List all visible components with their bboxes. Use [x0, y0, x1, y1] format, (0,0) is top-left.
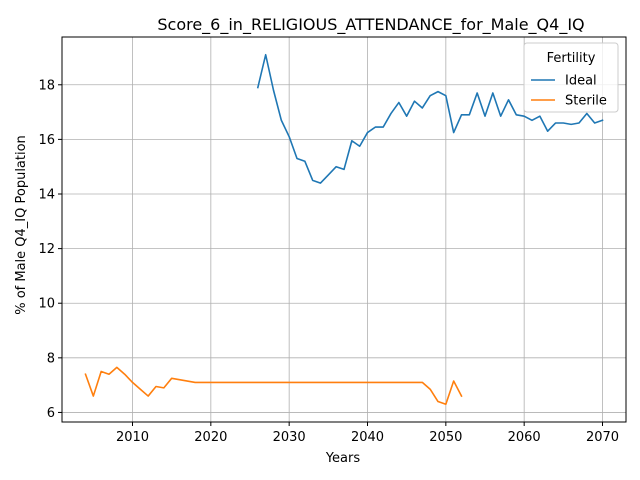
- y-tick-label: 12: [38, 242, 55, 257]
- x-tick-label: 2070: [586, 430, 619, 445]
- series-line-ideal: [256, 53, 604, 184]
- x-axis-label: Years: [325, 451, 361, 466]
- y-tick-label: 16: [38, 133, 55, 148]
- legend-box: [523, 42, 619, 113]
- x-tick-label: 2030: [273, 430, 306, 445]
- x-tick-label: 2040: [351, 430, 384, 445]
- y-tick-label: 10: [38, 297, 55, 312]
- legend-items: Ideal Sterile: [531, 74, 607, 109]
- chart-title: Score_6_in_RELIGIOUS_ATTENDANCE_for_Male…: [157, 15, 584, 35]
- series-line-sterile: [84, 366, 463, 406]
- legend-label-ideal: Ideal: [565, 74, 597, 89]
- x-tick-label: 2010: [116, 430, 149, 445]
- x-tick-label: 2060: [508, 430, 541, 445]
- y-tick-label: 8: [47, 351, 55, 366]
- y-axis-ticks: 6 8 10 12 14 16 18: [38, 78, 62, 421]
- legend-label-sterile: Sterile: [565, 94, 607, 109]
- grid: [62, 37, 626, 422]
- y-tick-label: 18: [38, 78, 55, 93]
- y-tick-label: 6: [47, 406, 55, 421]
- y-axis-label: % of Male Q4_IQ Population: [14, 135, 29, 315]
- plot-frame: [61, 36, 627, 423]
- x-axis-ticks: 2010 2020 2030 2040 2050 2060 2070: [116, 422, 619, 445]
- series-lines: [84, 53, 604, 406]
- x-tick-label: 2050: [429, 430, 462, 445]
- y-tick-label: 14: [38, 188, 55, 203]
- x-tick-label: 2020: [194, 430, 227, 445]
- legend: Fertility Ideal Sterile: [523, 42, 619, 113]
- legend-title: Fertility: [547, 51, 596, 66]
